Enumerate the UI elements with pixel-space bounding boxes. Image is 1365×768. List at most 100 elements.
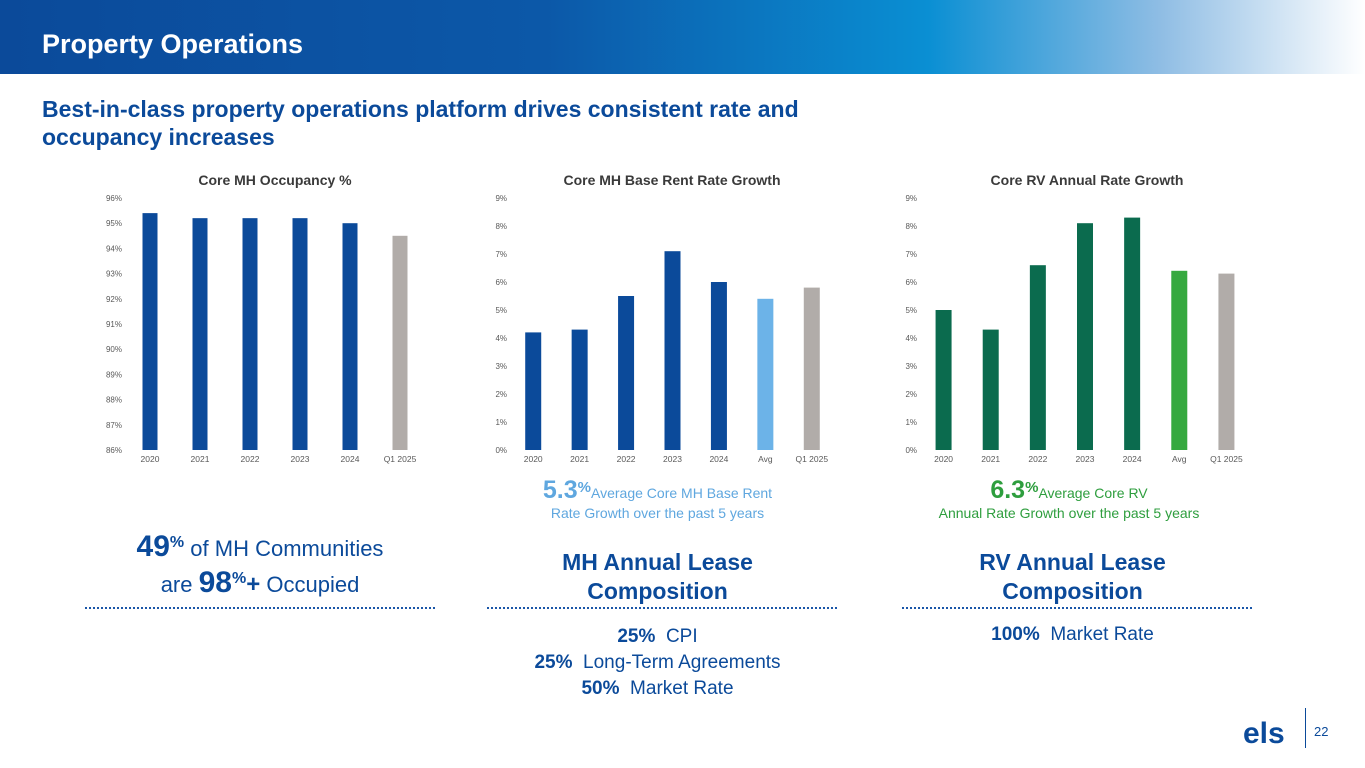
y-tick-label: 9% xyxy=(495,194,507,203)
y-tick-label: 93% xyxy=(106,270,122,279)
page-title: Property Operations xyxy=(42,29,304,59)
bar-q1-2025 xyxy=(1218,273,1235,450)
bar-2022 xyxy=(618,296,635,450)
divider-mh-lease xyxy=(487,607,837,609)
bar-2020 xyxy=(142,213,158,450)
x-tick-label: 2024 xyxy=(341,454,360,464)
y-tick-label: 3% xyxy=(495,362,507,371)
y-tick-label: 0% xyxy=(495,446,507,455)
y-tick-label: 90% xyxy=(106,345,122,354)
logo-text: els xyxy=(1243,717,1285,749)
bar-2023 xyxy=(1077,223,1093,450)
y-tick-label: 92% xyxy=(106,295,122,304)
divider-rv-lease xyxy=(902,607,1252,609)
x-tick-label: Avg xyxy=(758,454,773,464)
mh-lease-pct: 25% xyxy=(534,652,573,673)
x-tick-label: 2021 xyxy=(191,454,210,464)
bar-2022 xyxy=(1029,265,1046,450)
rv-lease-list: 100% Market Rate xyxy=(900,622,1245,648)
mh-stat-value: 5.3 xyxy=(542,476,578,504)
mh-stat-line1: Average Core MH Base Rent xyxy=(591,485,773,501)
mh-rate-growth-stat: 5.3%Average Core MH Base Rent Rate Growt… xyxy=(490,478,825,523)
chart-title: Core MH Base Rent Rate Growth xyxy=(563,172,780,188)
y-tick-label: 1% xyxy=(905,418,917,427)
y-tick-label: 91% xyxy=(106,320,122,329)
x-tick-label: 2020 xyxy=(934,454,953,464)
y-tick-label: 6% xyxy=(905,278,917,287)
y-tick-label: 2% xyxy=(495,390,507,399)
mh-stat-unit: % xyxy=(577,479,592,496)
y-tick-label: 1% xyxy=(495,418,507,427)
bar-2024 xyxy=(342,223,358,450)
y-tick-label: 5% xyxy=(905,306,917,315)
y-tick-label: 96% xyxy=(106,194,122,203)
y-tick-label: 4% xyxy=(495,334,507,343)
y-tick-label: 88% xyxy=(106,396,122,405)
mh-lease-pct: 25% xyxy=(617,626,656,647)
mh-stat-line2: Rate Growth over the past 5 years xyxy=(550,505,765,521)
bar-q1-2025 xyxy=(392,235,408,450)
bar-2023 xyxy=(292,218,308,450)
occupancy-text2: Occupied xyxy=(266,572,360,597)
chart-title: Core RV Annual Rate Growth xyxy=(991,172,1184,188)
x-tick-label: 2022 xyxy=(617,454,636,464)
bar-2020 xyxy=(935,310,952,450)
y-tick-label: 2% xyxy=(905,390,917,399)
x-tick-label: 2022 xyxy=(1028,454,1047,464)
y-tick-label: 4% xyxy=(905,334,917,343)
bar-2020 xyxy=(525,332,542,450)
mh-lease-label: Long-Term Agreements xyxy=(583,652,781,673)
x-tick-label: 2020 xyxy=(524,454,543,464)
mh-lease-heading-line1: MH Annual Lease xyxy=(562,549,753,575)
els-logo: els xyxy=(1243,717,1285,749)
rv-stat-line2: Annual Rate Growth over the past 5 years xyxy=(938,505,1200,521)
y-tick-label: 86% xyxy=(106,446,122,455)
rv-lease-pct: 100% xyxy=(991,624,1040,645)
y-tick-label: 7% xyxy=(495,250,507,259)
x-tick-label: 2023 xyxy=(663,454,682,464)
occupancy-unit1: % xyxy=(169,534,185,551)
occupancy-callout: 49% of MH Communities are 98%+ Occupied xyxy=(80,530,440,602)
x-tick-label: Avg xyxy=(1172,454,1187,464)
divider-occupancy xyxy=(85,607,435,609)
bar-2021 xyxy=(571,329,588,450)
list-item: 50% Market Rate xyxy=(490,676,825,702)
y-tick-label: 89% xyxy=(106,370,122,379)
y-tick-label: 87% xyxy=(106,421,122,430)
x-tick-label: 2023 xyxy=(1076,454,1095,464)
x-tick-label: Q1 2025 xyxy=(384,454,417,464)
occupancy-pct2: 98 xyxy=(198,566,232,599)
x-tick-label: Q1 2025 xyxy=(1210,454,1243,464)
bar-2022 xyxy=(242,218,258,450)
occupancy-pre2: are xyxy=(160,572,193,597)
chart-title: Core MH Occupancy % xyxy=(198,172,352,188)
rv-stat-line1: Average Core RV xyxy=(1038,485,1148,501)
y-tick-label: 0% xyxy=(905,446,917,455)
chart-core-mh-occupancy: Core MH Occupancy % 86% 87% 88% 89% 90% 91% 92%… xyxy=(106,172,417,464)
rv-stat-value: 6.3 xyxy=(990,476,1026,504)
page-subtitle: Best-in-class property operations platfo… xyxy=(42,96,799,150)
rv-lease-heading-line1: RV Annual Lease xyxy=(979,549,1166,575)
mh-lease-label: Market Rate xyxy=(630,678,734,699)
list-item: 25% Long-Term Agreements xyxy=(490,650,825,676)
x-tick-label: 2024 xyxy=(709,454,728,464)
bar-2023 xyxy=(664,251,681,450)
list-item: 25% CPI xyxy=(490,624,825,650)
bar-q1-2025 xyxy=(803,287,820,450)
y-tick-label: 5% xyxy=(495,306,507,315)
occupancy-pct1: 49 xyxy=(136,530,170,563)
rv-lease-heading-line2: Composition xyxy=(1002,578,1143,604)
mh-lease-heading: MH Annual Lease Composition xyxy=(490,548,825,606)
y-tick-label: 9% xyxy=(905,194,917,203)
rv-rate-growth-stat: 6.3%Average Core RV Annual Rate Growth o… xyxy=(895,478,1243,523)
x-tick-label: Q1 2025 xyxy=(795,454,828,464)
list-item: 100% Market Rate xyxy=(900,622,1245,648)
bar-2024 xyxy=(710,282,727,450)
page-number: 22 xyxy=(1314,724,1329,739)
bar-avg xyxy=(1171,270,1188,450)
bar-2021 xyxy=(192,218,208,450)
mh-lease-list: 25% CPI 25% Long-Term Agreements 50% Mar… xyxy=(490,624,825,702)
y-tick-label: 3% xyxy=(905,362,917,371)
y-tick-label: 7% xyxy=(905,250,917,259)
y-tick-label: 8% xyxy=(905,222,917,231)
